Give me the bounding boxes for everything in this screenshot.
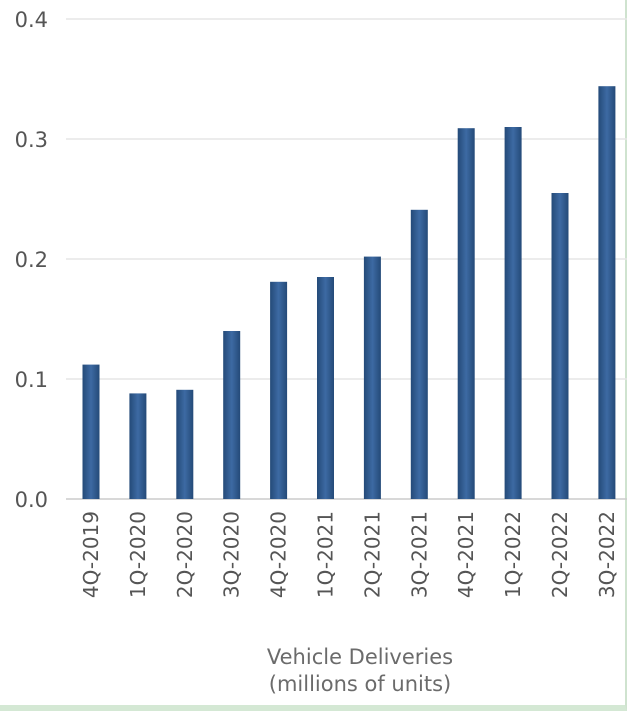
bar <box>270 281 288 499</box>
bar <box>129 393 147 499</box>
y-tick-label: 0.0 <box>15 488 48 512</box>
bar <box>223 331 241 499</box>
bar <box>598 86 616 499</box>
bar <box>176 389 194 499</box>
x-tick-label: 3Q-2022 <box>595 511 619 598</box>
x-axis-title-line2: (millions of units) <box>268 672 452 696</box>
bar <box>457 128 475 499</box>
x-tick-label: 4Q-2021 <box>454 511 478 598</box>
x-tick-label: 2Q-2021 <box>360 511 384 598</box>
bar <box>504 127 522 499</box>
bar <box>551 193 569 499</box>
x-tick-label: 4Q-2019 <box>79 511 103 598</box>
x-axis-title: Vehicle Deliveries (millions of units) <box>200 644 520 698</box>
y-tick-label: 0.1 <box>15 368 48 392</box>
bar <box>317 277 334 499</box>
y-tick-label: 0.2 <box>15 248 48 272</box>
bar <box>82 364 100 499</box>
x-tick-label: 1Q-2020 <box>126 511 150 598</box>
y-tick-label: 0.4 <box>15 8 48 32</box>
x-tick-label: 2Q-2020 <box>173 511 197 598</box>
x-tick-label: 2Q-2022 <box>548 511 572 598</box>
y-tick-label: 0.3 <box>15 128 48 152</box>
x-tick-label: 3Q-2020 <box>220 511 244 598</box>
x-tick-label: 4Q-2020 <box>267 511 291 598</box>
x-axis-title-line1: Vehicle Deliveries <box>266 645 454 669</box>
bar <box>410 209 428 500</box>
bar <box>363 256 381 499</box>
x-tick-label: 3Q-2021 <box>407 511 431 598</box>
x-tick-label: 1Q-2022 <box>501 511 525 598</box>
x-tick-label: 1Q-2021 <box>314 511 338 598</box>
